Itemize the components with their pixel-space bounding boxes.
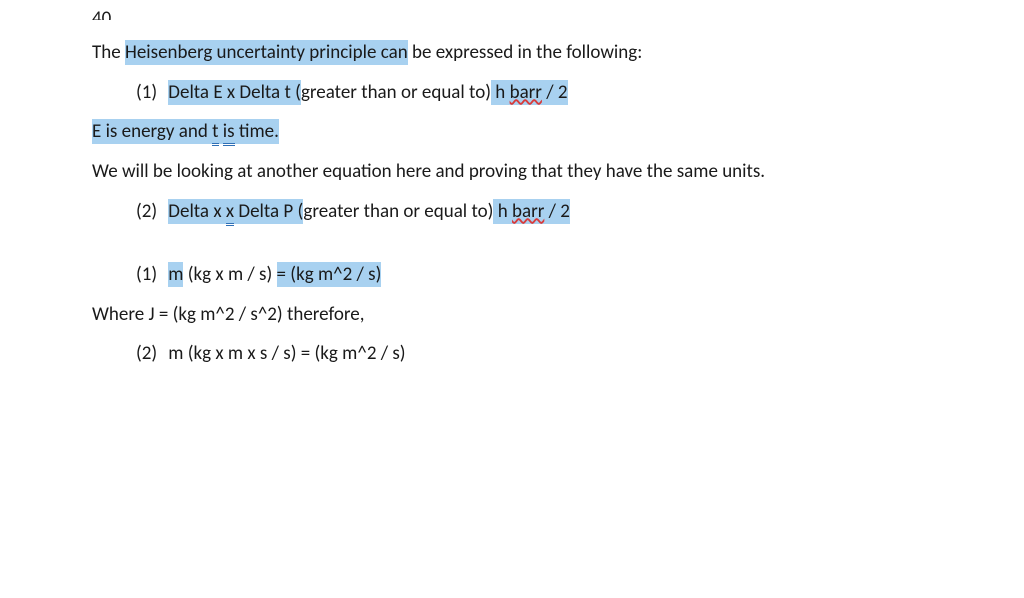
equation-3: (1) m (kg x m / s) = (kg m^2 / s) — [92, 262, 932, 288]
text: Where J = (kg m^2 / s^2) therefore, — [92, 303, 364, 326]
highlight: Delta E x Delta t ( — [168, 80, 301, 105]
highlight: m — [168, 262, 183, 287]
equation-4: (2) m (kg x m x s / s) = (kg m^2 / s) — [92, 341, 932, 367]
text: (kg x m / s) — [183, 263, 276, 286]
transition-line: We will be looking at another equation h… — [92, 159, 932, 185]
text: Delta x — [168, 200, 226, 223]
text: h — [493, 200, 512, 223]
text: time. — [235, 120, 279, 143]
text: greater than or equal to) — [303, 200, 493, 223]
eq-number: (2) — [136, 341, 164, 367]
intro-line: The Heisenberg uncertainty principle can… — [92, 40, 932, 66]
grammar-underline: x — [226, 200, 234, 226]
text: h — [491, 81, 510, 104]
highlight: h barr / 2 — [491, 80, 567, 105]
definition-line: E is energy and t is time. — [92, 119, 932, 145]
equation-2: (2) Delta x x Delta P (greater than or e… — [92, 199, 932, 225]
text: / 2 — [544, 200, 570, 223]
text: Delta P ( — [234, 200, 303, 223]
spellcheck-squiggle: barr — [512, 200, 544, 223]
highlight: Heisenberg uncertainty principle can — [125, 40, 408, 65]
grammar-underline: is — [223, 120, 235, 146]
text: The — [92, 41, 125, 64]
text: m (kg x m x s / s) = (kg m^2 / s) — [168, 342, 405, 365]
highlight: h barr / 2 — [493, 199, 569, 224]
cutoff-marker: 40 — [92, 6, 932, 20]
equation-1: (1) Delta E x Delta t (greater than or e… — [92, 80, 932, 106]
eq-number: (2) — [136, 199, 164, 225]
grammar-underline: t — [212, 120, 218, 146]
spellcheck-squiggle: barr — [510, 81, 542, 104]
eq-number: (1) — [136, 80, 164, 106]
highlight: E is energy and t is time. — [92, 119, 279, 144]
text: / 2 — [542, 81, 568, 104]
text: E is energy and — [92, 120, 212, 143]
highlight: Delta x x Delta P ( — [168, 199, 303, 224]
document-page: 40 The Heisenberg uncertainty principle … — [0, 0, 1024, 367]
eq-number: (1) — [136, 262, 164, 288]
text: We will be looking at another equation h… — [92, 160, 765, 183]
text: greater than or equal to) — [301, 81, 491, 104]
highlight: = (kg m^2 / s) — [277, 262, 382, 287]
where-line: Where J = (kg m^2 / s^2) therefore, — [92, 302, 932, 328]
text: be expressed in the following: — [408, 41, 643, 64]
